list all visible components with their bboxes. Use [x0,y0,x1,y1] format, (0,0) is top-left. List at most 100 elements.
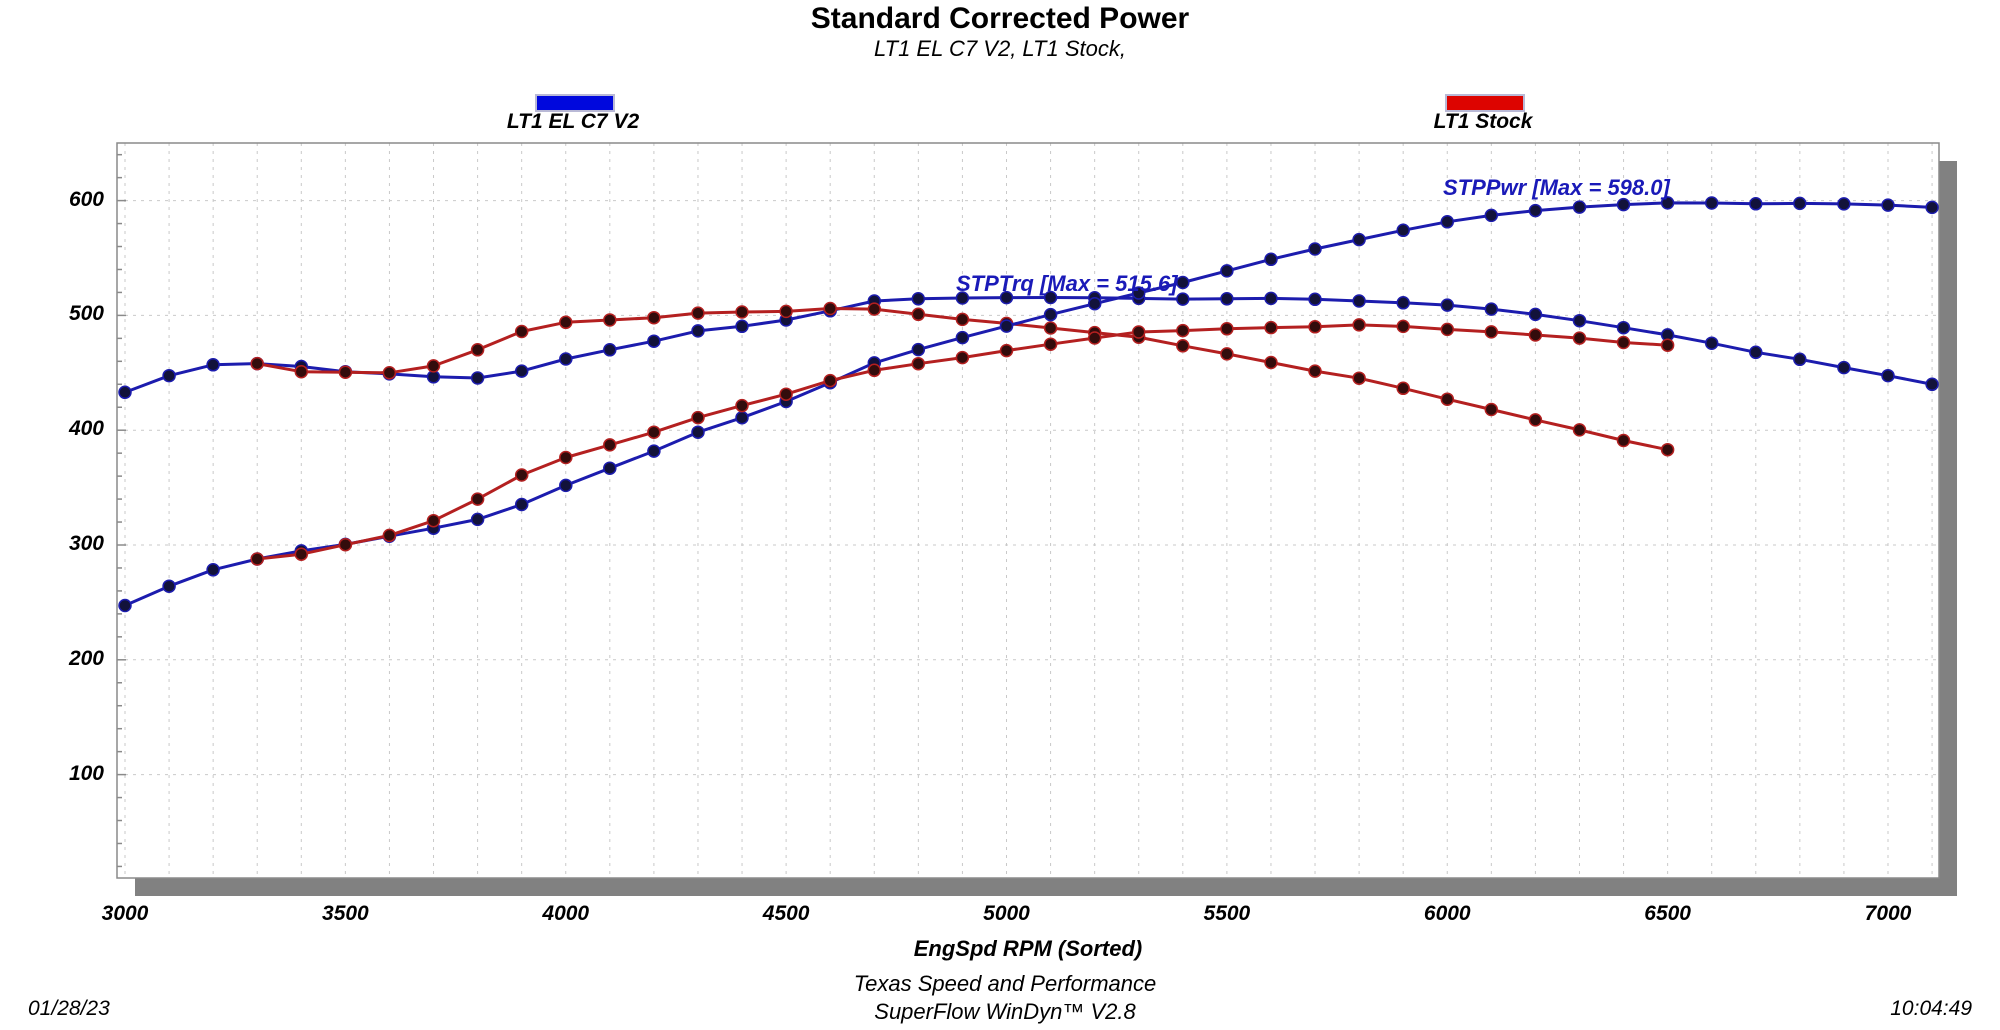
data-point [999,343,1014,358]
x-tick-label: 3000 [101,902,149,925]
legend-swatch-blue [535,94,615,112]
data-point [1087,331,1102,345]
data-point [1131,286,1146,300]
data-point [1837,197,1851,211]
data-point [999,290,1014,305]
data-point [514,497,529,512]
chart-title: Standard Corrected Power [810,2,1190,35]
data-point [1352,318,1366,332]
data-point [603,313,617,327]
x-tick-label: 4000 [542,902,590,925]
data-point [1043,337,1058,351]
data-point [603,438,617,452]
data-point [691,324,705,338]
data-point [470,492,485,506]
data-point [382,528,397,543]
data-point [1484,302,1499,316]
data-point [779,304,793,319]
data-point [955,350,970,365]
data-point [647,310,661,325]
data-point [426,359,441,373]
annotation-torque-max: STPTrq [Max = 515.6] [956,271,1178,296]
footer-software: SuperFlow WinDyn™ V2.8 [874,999,1136,1024]
data-point [1704,196,1719,210]
date-stamp: 01/28/23 [28,997,110,1020]
data-point [691,425,705,439]
data-point [162,368,176,383]
annotation-power-max: STPPwr [Max = 598.0] [1443,175,1670,200]
data-point [1220,264,1234,278]
data-point [206,563,220,577]
x-tick-label: 5500 [1203,902,1251,925]
data-point [1176,275,1190,290]
data-point [426,513,441,528]
data-point [823,373,837,388]
y-tick-label: 300 [68,532,104,555]
data-point [470,343,485,357]
x-tick-label: 6000 [1423,902,1471,925]
data-point [867,302,882,316]
data-point [1793,352,1807,367]
data-point [1528,413,1543,427]
data-point [250,552,264,566]
data-point [1308,242,1322,256]
time-stamp: 10:04:49 [1890,997,1972,1020]
data-point [1440,215,1455,229]
data-point [647,334,661,348]
data-point [559,450,573,465]
data-point [1749,197,1763,211]
data-point [206,358,220,372]
data-point [118,385,132,400]
legend-label-red: LT1 Stock [1433,110,1533,133]
data-point [382,366,397,380]
data-point [1660,196,1675,210]
data-point [1087,296,1102,311]
data-point [647,444,661,458]
data-point [1264,291,1278,306]
data-point [1572,331,1587,345]
data-point [250,356,264,371]
data-point [1308,364,1322,378]
plot-background [117,143,1939,878]
data-point [1528,328,1543,342]
data-point [294,364,309,379]
data-point [1660,338,1675,352]
data-point [470,512,485,527]
data-point [1484,402,1499,417]
data-point [1704,336,1719,350]
data-point [1352,232,1366,247]
data-point [1616,320,1631,335]
data-point [691,306,705,320]
data-point [911,307,926,322]
data-point [1308,292,1322,307]
data-point [1881,198,1895,212]
data-point [911,292,926,306]
data-point [559,478,573,493]
series-line-STPTrq-LT1-EL-C7-V2 [124,296,1933,394]
chart-subtitle: LT1 EL C7 V2, LT1 Stock, [874,36,1126,61]
data-point [1572,313,1587,328]
data-point [1396,296,1410,310]
data-point [647,425,661,439]
data-point [1176,339,1190,353]
data-point [1396,223,1410,238]
plot-border [116,142,1940,879]
data-point [1176,292,1190,306]
data-point [1220,347,1234,361]
data-point [1837,360,1851,375]
data-point [1572,423,1587,437]
data-point [1793,196,1807,211]
data-point [514,468,529,482]
data-point [999,319,1014,333]
data-point [1352,371,1366,385]
data-point [514,324,529,339]
data-point [1484,325,1499,339]
data-point [470,371,485,385]
data-point [1616,433,1631,448]
data-point [1264,320,1278,335]
y-tick-label: 500 [68,302,104,326]
data-point [603,343,617,357]
data-point [603,461,617,475]
data-point [1440,298,1455,312]
